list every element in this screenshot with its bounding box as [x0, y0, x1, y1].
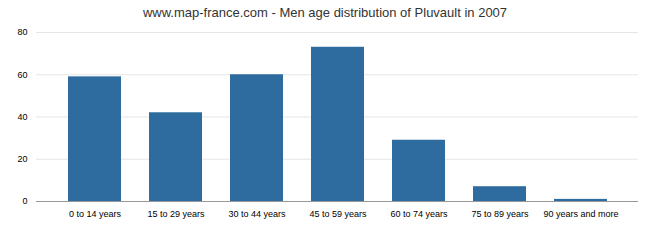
svg-text:90 years and more: 90 years and more	[543, 209, 618, 219]
svg-text:0 to 14 years: 0 to 14 years	[69, 209, 122, 219]
svg-text:45 to 59 years: 45 to 59 years	[309, 209, 367, 219]
svg-text:80: 80	[17, 27, 27, 37]
svg-text:75 to 89 years: 75 to 89 years	[471, 209, 529, 219]
svg-text:15 to 29 years: 15 to 29 years	[147, 209, 205, 219]
svg-text:60 to 74 years: 60 to 74 years	[390, 209, 448, 219]
svg-text:40: 40	[17, 112, 27, 122]
svg-text:20: 20	[17, 154, 27, 164]
svg-text:60: 60	[17, 70, 27, 80]
svg-text:30 to 44 years: 30 to 44 years	[228, 209, 286, 219]
svg-text:0: 0	[22, 196, 27, 206]
html-text:www.map-france.com - Men age d: www.map-france.com - Men age distributio…	[142, 5, 508, 20]
